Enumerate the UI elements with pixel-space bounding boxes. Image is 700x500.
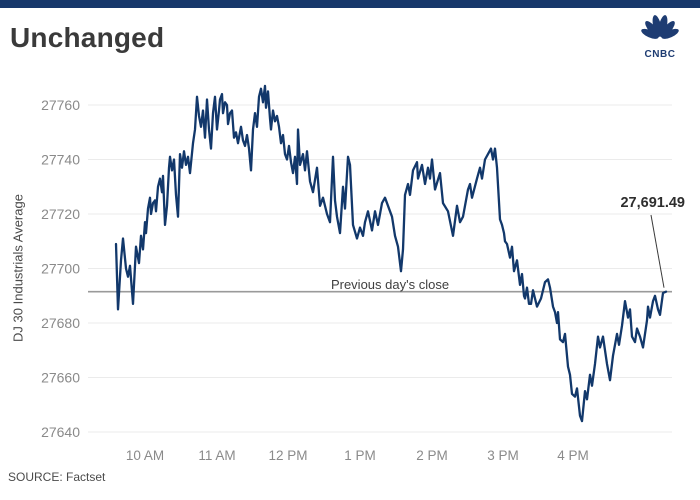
y-tick-label: 27660	[41, 370, 80, 386]
y-tick-label: 27640	[41, 424, 80, 440]
y-tick-label: 27760	[41, 97, 80, 113]
x-tick-label: 12 PM	[268, 448, 307, 463]
x-tick-label: 4 PM	[557, 448, 589, 463]
cnbc-wordmark: CNBC	[644, 49, 676, 60]
annotation-pointer-line	[650, 214, 665, 288]
last-price-annotation: 27,691.49	[620, 195, 685, 211]
x-tick-label: 11 AM	[198, 448, 235, 463]
previous-close-label: Previous day's close	[330, 277, 450, 292]
source-attribution: SOURCE: Factset	[8, 470, 106, 484]
y-tick-label: 27680	[41, 315, 80, 331]
price-line	[114, 84, 668, 423]
y-axis-title: DJ 30 Industrials Average	[10, 194, 26, 342]
x-tick-label: 10 AM	[126, 448, 164, 463]
annotation-pointer-layer	[650, 214, 665, 288]
top-accent-bar	[0, 0, 700, 8]
peacock-icon	[641, 15, 679, 39]
x-tick-label: 1 PM	[344, 448, 376, 463]
x-tick-label: 3 PM	[487, 448, 519, 463]
x-tick-label: 2 PM	[416, 448, 448, 463]
price-line-layer	[114, 84, 668, 423]
axis-tick-labels: 27760 27740 27720 27700 27680 27660 27640 10 AM…	[41, 97, 589, 463]
gridlines	[88, 104, 672, 433]
cnbc-logo: CNBC	[634, 12, 686, 60]
y-tick-label: 27700	[41, 261, 80, 277]
y-tick-label: 27720	[41, 206, 80, 222]
y-tick-label: 27740	[41, 152, 80, 168]
page-title: Unchanged	[10, 22, 165, 53]
